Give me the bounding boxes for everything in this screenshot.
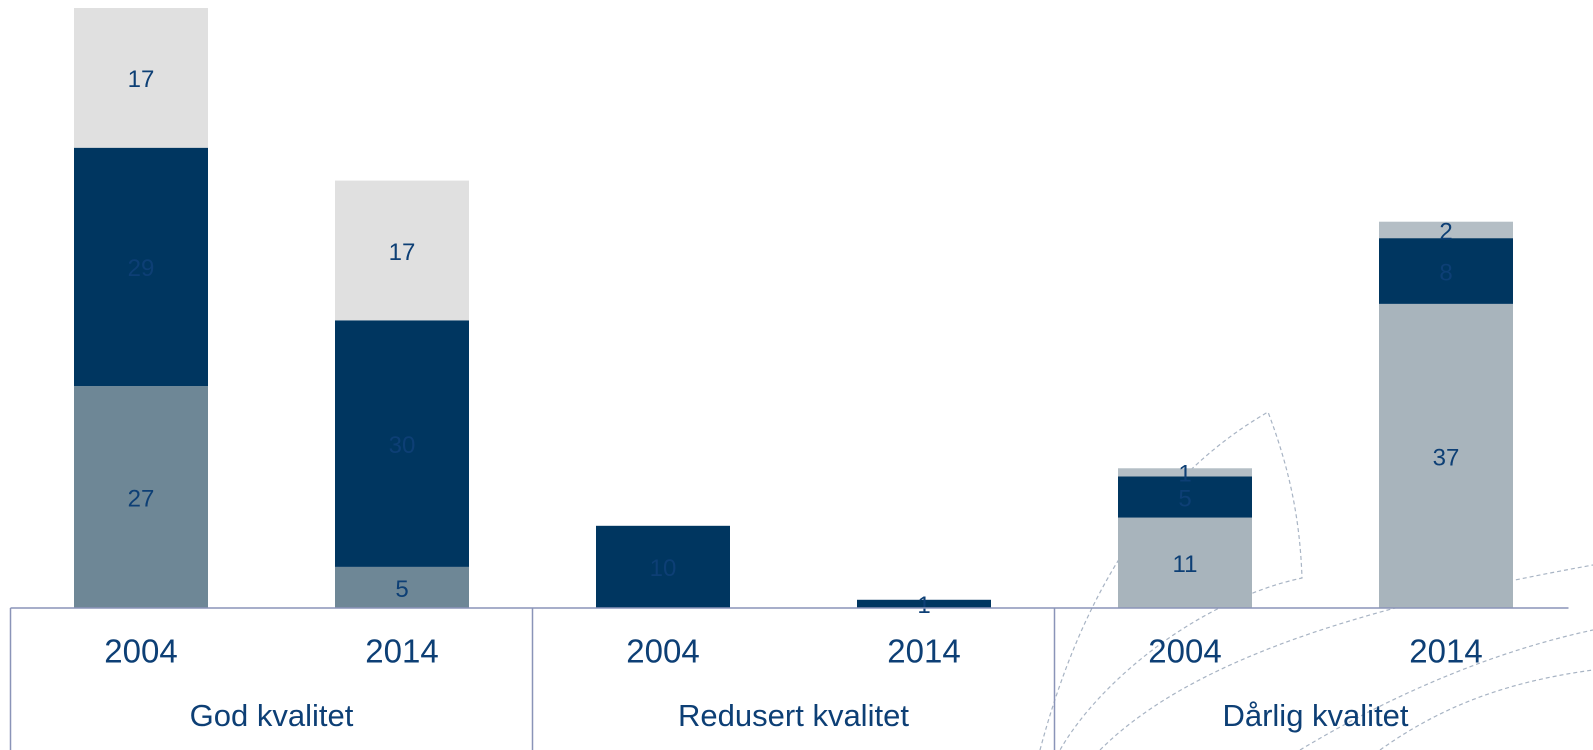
bar-segment [335,566,469,608]
bar-segment [335,180,469,321]
group-label: Redusert kvalitet [678,698,909,733]
value-label: 1 [917,592,930,619]
decor-curve [1379,669,1593,750]
bar-segment [596,525,730,608]
value-label: 17 [389,239,416,266]
bar-segment [74,386,208,608]
decor-curve [1299,629,1593,750]
x-tick-label: 2004 [1148,633,1221,670]
x-tick-label: 2014 [1409,633,1482,670]
bar-segment [335,320,469,567]
value-label: 17 [128,66,155,93]
value-label: 2 [1439,218,1452,245]
value-label: 37 [1433,444,1460,471]
value-label: 5 [1178,485,1191,512]
value-label: 29 [128,255,155,282]
bar-segment [1118,517,1252,608]
value-label: 8 [1439,259,1452,286]
bar-segment [1118,468,1252,477]
value-label: 30 [389,432,416,459]
value-label: 1 [1178,461,1191,488]
bar-segment [857,599,991,608]
decor-curve [1039,411,1303,750]
group-label: God kvalitet [190,698,354,733]
bar-segment [74,8,208,148]
x-tick-label: 2014 [887,633,960,670]
x-tick-label: 2014 [365,633,438,670]
x-tick-label: 2004 [104,633,177,670]
value-label: 10 [650,555,677,582]
x-tick-label: 2004 [626,633,699,670]
bar-segment [1379,303,1513,608]
group-label: Dårlig kvalitet [1222,698,1408,733]
bar-segment [74,147,208,387]
value-label: 27 [128,485,155,512]
bar-segment [1379,221,1513,239]
bar-segment [1379,238,1513,304]
bar-segment [1118,476,1252,518]
value-label: 5 [395,576,408,603]
value-label: 11 [1173,551,1198,578]
